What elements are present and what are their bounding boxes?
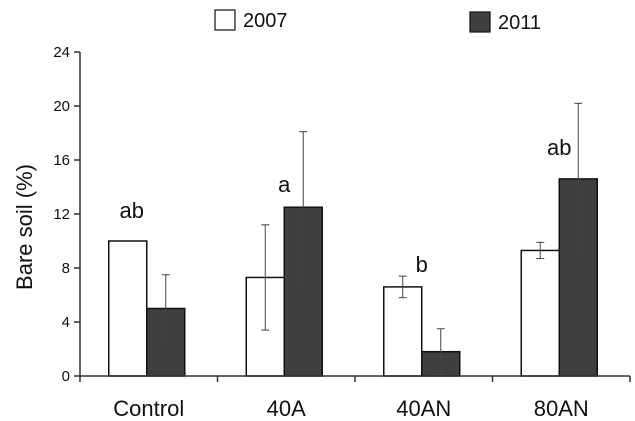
y-tick-label: 4 <box>62 314 70 331</box>
legend: 2007 2011 <box>214 9 541 34</box>
legend-swatch-2011 <box>469 11 491 33</box>
bar-2011 <box>283 206 323 377</box>
x-category-label: 80AN <box>534 396 589 421</box>
y-tick-label: 0 <box>62 368 70 385</box>
x-category-label: 40AN <box>396 396 451 421</box>
significance-label: a <box>278 172 291 197</box>
significance-label: ab <box>120 198 144 223</box>
legend-label-2011: 2011 <box>498 12 541 34</box>
bar-2007 <box>108 240 148 377</box>
significance-label: b <box>416 252 428 277</box>
legend-label-2007: 2007 <box>243 10 288 32</box>
y-tick-label: 8 <box>62 260 70 277</box>
y-axis-title: Bare soil (%) <box>12 164 37 290</box>
y-tick-label: 16 <box>53 152 70 169</box>
bar-2007 <box>383 286 423 377</box>
legend-swatch-2007 <box>214 9 236 31</box>
bar-2007 <box>520 249 560 377</box>
x-category-label: Control <box>113 396 184 421</box>
y-tick-label: 24 <box>53 44 70 61</box>
significance-label: ab <box>547 135 571 160</box>
y-tick-label: 20 <box>53 98 70 115</box>
x-category-label: 40A <box>267 396 306 421</box>
x-axis: Control 40A 40AN 80AN <box>79 375 631 421</box>
y-tick-label: 12 <box>53 206 70 223</box>
y-axis: 0 4 8 12 16 20 24 <box>53 44 81 385</box>
